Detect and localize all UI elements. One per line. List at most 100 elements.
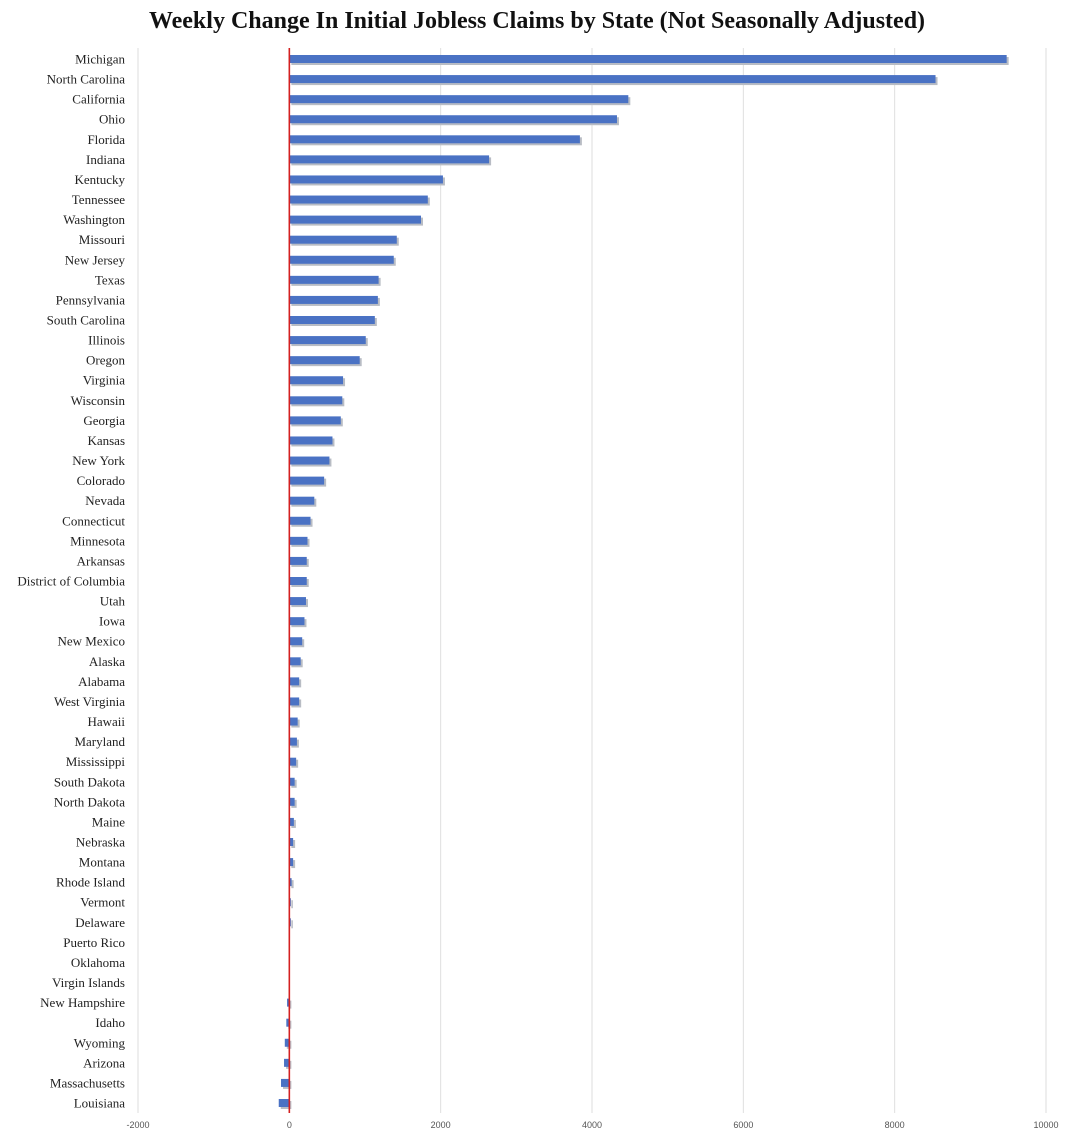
bar — [289, 115, 617, 124]
category-label: Oregon — [86, 353, 125, 368]
category-label: Idaho — [95, 1015, 125, 1030]
bar — [289, 316, 375, 324]
bar — [289, 878, 292, 887]
category-labels: Michigan North Carolina California Ohio Flor… — [17, 52, 125, 1111]
category-label: Missouri — [79, 232, 126, 247]
bar — [289, 637, 303, 646]
bar — [289, 516, 311, 525]
category-label: Arkansas — [77, 553, 125, 568]
category-label: Kentucky — [74, 172, 125, 187]
bar — [289, 75, 936, 84]
bar — [289, 556, 307, 565]
bar — [289, 536, 308, 545]
category-label: Pennsylvania — [56, 292, 126, 307]
bar — [289, 356, 360, 365]
category-label: Texas — [95, 272, 125, 287]
category-label: Nebraska — [76, 835, 125, 850]
bar — [289, 597, 306, 606]
category-label: Virgin Islands — [52, 975, 125, 990]
category-label: Vermont — [80, 895, 125, 910]
bar — [289, 757, 297, 766]
bar — [289, 416, 341, 425]
x-tick-label: 0 — [287, 1120, 292, 1130]
bar — [289, 155, 490, 164]
category-label: Washington — [63, 212, 125, 227]
bar-shadow — [291, 840, 296, 848]
category-label: Alaska — [89, 654, 125, 669]
x-tick-label: 6000 — [733, 1120, 753, 1130]
category-label: Rhode Island — [56, 875, 125, 890]
bar — [284, 1058, 290, 1067]
x-tick-label: 10000 — [1033, 1120, 1058, 1130]
bar-shadow — [291, 880, 294, 889]
bar — [278, 1099, 290, 1107]
bar — [289, 275, 379, 284]
bar — [289, 817, 294, 826]
category-label: Michigan — [75, 52, 125, 67]
bar — [289, 797, 295, 806]
bar — [289, 436, 333, 445]
bar — [289, 456, 330, 465]
x-axis-ticks: -2000 0 2000 4000 6000 8000 10000 — [126, 1120, 1058, 1130]
category-label: New Hampshire — [40, 995, 125, 1010]
category-label: Georgia — [83, 413, 125, 428]
bar — [289, 376, 344, 385]
bar-shadow — [291, 860, 296, 869]
category-label: Indiana — [86, 152, 125, 167]
category-label: South Dakota — [54, 774, 125, 789]
x-tick-label: 4000 — [582, 1120, 602, 1130]
category-label: Montana — [79, 855, 125, 870]
category-label: Florida — [87, 132, 125, 147]
category-label: New York — [72, 453, 125, 468]
category-label: Wyoming — [74, 1035, 126, 1050]
bar — [289, 717, 298, 726]
bar — [289, 617, 305, 626]
bar — [289, 657, 301, 666]
category-label: North Carolina — [47, 72, 126, 87]
category-label: North Dakota — [54, 794, 125, 809]
category-label: Connecticut — [62, 513, 125, 528]
category-label: Massachusetts — [50, 1075, 125, 1090]
category-label: South Carolina — [47, 313, 126, 328]
bar — [289, 215, 421, 224]
chart-title: Weekly Change In Initial Jobless Claims … — [149, 8, 925, 34]
bar — [289, 175, 443, 184]
bars — [278, 55, 1009, 1109]
category-label: New Mexico — [57, 634, 125, 649]
bar — [289, 336, 366, 345]
bar — [289, 737, 297, 746]
bar — [289, 235, 397, 244]
category-label: Delaware — [75, 915, 125, 930]
category-label: Louisiana — [74, 1096, 125, 1111]
bar — [284, 1038, 290, 1047]
category-label: Iowa — [99, 614, 125, 629]
category-label: Ohio — [99, 112, 125, 127]
category-label: Illinois — [88, 333, 125, 348]
bar — [289, 255, 394, 264]
category-label: Colorado — [77, 473, 125, 488]
category-label: California — [72, 92, 125, 107]
category-label: Alabama — [78, 674, 125, 689]
category-label: Arizona — [83, 1055, 125, 1070]
grid-lines — [137, 48, 1047, 1113]
category-label: Tennessee — [72, 192, 125, 207]
bar — [289, 135, 580, 144]
bar — [286, 1018, 290, 1027]
category-label: Hawaii — [87, 714, 125, 729]
category-label: Kansas — [87, 433, 125, 448]
category-label: District of Columbia — [17, 574, 125, 589]
bar — [289, 577, 307, 585]
category-label: Puerto Rico — [63, 935, 125, 950]
bar — [289, 697, 300, 706]
bar-shadow — [291, 900, 293, 909]
bar — [289, 476, 325, 485]
category-label: Minnesota — [70, 533, 125, 548]
category-label: Nevada — [85, 493, 125, 508]
category-label: Utah — [100, 594, 126, 609]
category-label: New Jersey — [65, 252, 126, 267]
category-label: Mississippi — [66, 754, 126, 769]
bar — [289, 195, 428, 204]
bar — [289, 777, 295, 786]
bar — [289, 295, 378, 304]
